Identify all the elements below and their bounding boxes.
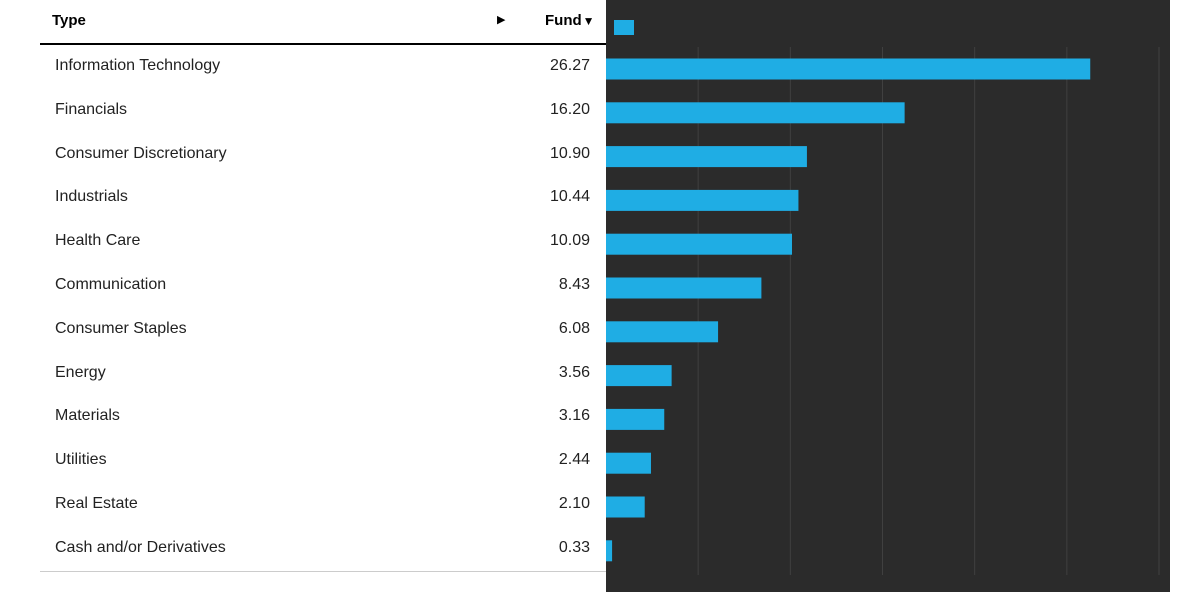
row-value: 10.44 (549, 188, 590, 206)
column-header-type: Type (52, 12, 86, 29)
table-row: Consumer Discretionary 10.90 (40, 133, 606, 177)
fund-header-label: Fund (545, 12, 582, 29)
row-label: Health Care (55, 232, 141, 250)
row-value: 0.33 (558, 538, 590, 556)
table-row: Utilities 2.44 (40, 439, 606, 483)
table-row: Consumer Staples 6.08 (40, 308, 606, 352)
row-label: Real Estate (55, 494, 138, 512)
row-label: Consumer Discretionary (55, 144, 227, 162)
legend-swatch (614, 20, 634, 35)
bar-health-care[interactable] (606, 233, 792, 255)
row-label: Industrials (55, 188, 128, 206)
table-header: Type ▶ Fund▼ (40, 0, 606, 45)
table-row: Information Technology 26.27 (40, 45, 606, 89)
row-value: 3.56 (558, 363, 590, 381)
bar-utilities[interactable] (606, 452, 651, 474)
row-value: 2.44 (558, 451, 590, 469)
sector-table: Information Technology 26.27 Financials 16.… (40, 45, 606, 571)
table-row: Real Estate 2.10 (40, 483, 606, 527)
bar-cash-and-or-derivatives[interactable] (606, 540, 613, 562)
row-label: Information Technology (55, 57, 221, 74)
bar-real-estate[interactable] (606, 496, 645, 518)
row-value: 8.43 (558, 275, 590, 293)
table-row: Energy 3.56 (40, 352, 606, 396)
row-value: 3.16 (558, 407, 590, 425)
row-label: Materials (55, 407, 120, 425)
table-row: Materials 3.16 (40, 395, 606, 439)
table-row: Communication 8.43 (40, 264, 606, 308)
column-header-fund[interactable]: Fund▼ (545, 12, 595, 29)
bar-financials[interactable] (606, 102, 905, 124)
row-label: Cash and/or Derivatives (55, 538, 226, 556)
bar-information-technology[interactable] (606, 58, 1091, 80)
row-value: 6.08 (558, 319, 590, 337)
bar-industrials[interactable] (606, 189, 799, 211)
bar-energy[interactable] (606, 365, 672, 387)
bar-consumer-discretionary[interactable] (606, 146, 807, 168)
row-value: 10.90 (549, 144, 590, 162)
row-value: 16.20 (549, 100, 590, 118)
bar-communication[interactable] (606, 277, 762, 299)
table-row: Cash and/or Derivatives 0.33 (40, 527, 606, 571)
triangle-right-icon[interactable]: ▶ (497, 14, 506, 26)
table-bottom-divider (40, 571, 606, 572)
row-value: 26.27 (549, 57, 590, 74)
row-label: Communication (55, 275, 167, 293)
bar-chart (606, 20, 1160, 575)
bar-materials[interactable] (606, 408, 665, 430)
bar-consumer-staples[interactable] (606, 321, 719, 343)
table-row: Health Care 10.09 (40, 220, 606, 264)
row-label: Financials (55, 100, 128, 118)
table-row: Financials 16.20 (40, 89, 606, 133)
chart-panel (606, 0, 1170, 592)
row-label: Energy (55, 363, 106, 381)
table-row: Industrials 10.44 (40, 176, 606, 220)
row-label: Consumer Staples (55, 319, 187, 337)
row-value: 10.09 (549, 232, 590, 250)
row-label: Utilities (55, 451, 107, 469)
row-value: 2.10 (558, 494, 590, 512)
triangle-down-icon[interactable]: ▼ (582, 14, 595, 28)
